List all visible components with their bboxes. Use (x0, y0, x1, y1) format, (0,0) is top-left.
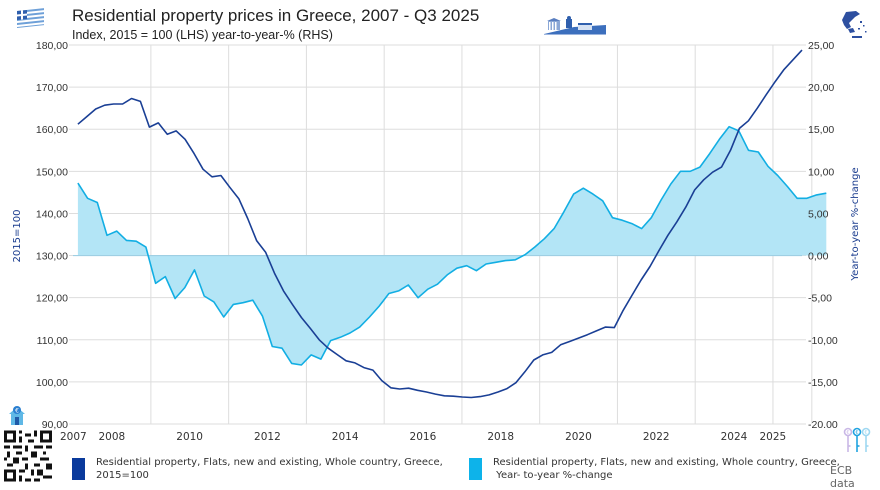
left-axis-title: 2015=100 (12, 210, 23, 263)
yoy-area-layer (73, 127, 826, 365)
legend-label-line2: Year- to-year %-change (493, 469, 840, 482)
x-tick: 2016 (410, 431, 437, 443)
y-tick-right: -20.00 (808, 419, 838, 431)
y-tick-right: 20,00 (808, 82, 834, 94)
x-tick: 2018 (487, 431, 514, 443)
x-tick: 2025 (759, 431, 786, 443)
svg-text:€: € (15, 408, 19, 415)
y-tick-left: 180,00 (36, 40, 68, 52)
ecb-data-label: ECB data (830, 464, 880, 490)
y-tick-right: 25,00 (808, 40, 834, 52)
y-tick-left: 130,00 (36, 251, 68, 263)
x-tick: 2024 (721, 431, 748, 443)
yoy-area (78, 127, 826, 365)
legend-label-yoy: Residential property, Flats, new and exi… (493, 456, 840, 482)
y-tick-right: -5,00 (808, 293, 832, 305)
y-tick-right: 5,00 (808, 208, 829, 220)
legend-item-index[interactable]: Residential property, Flats, new and exi… (72, 456, 443, 482)
x-tick: 2020 (565, 431, 592, 443)
svg-text:€: € (864, 430, 867, 436)
legend-label-line1: Residential property, Flats, new and exi… (493, 456, 840, 469)
y-tick-left: 150,00 (36, 166, 68, 178)
y-tick-right: -10,00 (808, 335, 838, 347)
x-tick: 2007 (60, 431, 87, 443)
house-euro-icon: € (8, 404, 26, 426)
legend-label-index: Residential property, Flats, new and exi… (96, 456, 443, 482)
qr-code-icon[interactable] (4, 430, 52, 482)
y-tick-left: 110,00 (37, 335, 68, 347)
svg-text:€: € (846, 430, 849, 436)
y-tick-left: 100,00 (36, 377, 68, 389)
legend-label-line1: Residential property, Flats, new and exi… (96, 456, 443, 469)
x-tick: 2012 (254, 431, 281, 443)
y-tick-left: 140,00 (36, 208, 68, 220)
x-tick: 2014 (332, 431, 359, 443)
ecb-keys-icon: € € € (842, 426, 872, 456)
x-tick: 2010 (176, 431, 203, 443)
y-tick-left: 170,00 (36, 82, 68, 94)
legend-swatch-index (72, 458, 85, 480)
x-tick: 2008 (99, 431, 126, 443)
y-tick-left: 160,00 (36, 124, 68, 136)
y-tick-right: -15,00 (808, 377, 838, 389)
y-tick-right: 15,00 (808, 124, 834, 136)
right-axis-title: Year-to-year %-change (850, 167, 861, 281)
legend-swatch-yoy (469, 458, 482, 480)
legend-label-line2: 2015=100 (96, 469, 443, 482)
y-tick-right: 0,00 (808, 251, 829, 263)
y-tick-right: 10,00 (808, 166, 834, 178)
legend-item-yoy[interactable]: Residential property, Flats, new and exi… (469, 456, 840, 482)
y-tick-left: 120,00 (36, 293, 68, 305)
x-tick: 2022 (643, 431, 670, 443)
svg-text:€: € (855, 430, 858, 436)
